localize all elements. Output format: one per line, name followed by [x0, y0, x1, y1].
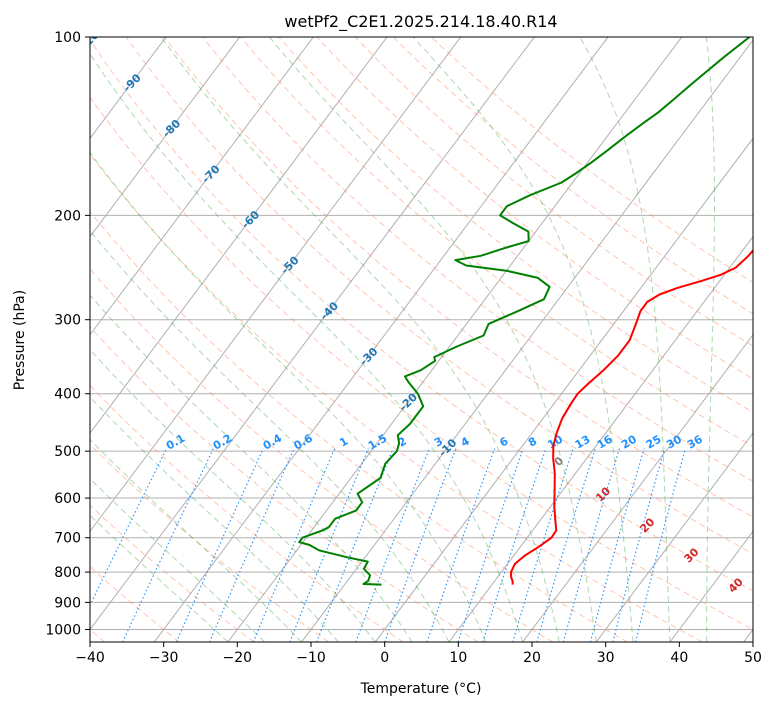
y-tick-label: 600: [54, 491, 81, 507]
x-tick-label: 10: [449, 650, 467, 666]
x-tick-label: −30: [149, 650, 179, 666]
y-tick-label: 400: [54, 387, 81, 403]
x-axis-label: Temperature (°C): [360, 681, 482, 697]
y-tick-label: 300: [54, 313, 81, 329]
x-tick-label: 30: [597, 650, 615, 666]
x-tick-label: −40: [75, 650, 105, 666]
y-tick-label: 100: [54, 30, 81, 46]
x-tick-label: −20: [223, 650, 253, 666]
x-tick-label: 0: [380, 650, 389, 666]
y-tick-label: 900: [54, 595, 81, 611]
y-tick-label: 700: [54, 531, 81, 547]
chart-title: wetPf2_C2E1.2025.214.18.40.R14: [284, 12, 557, 32]
x-tick-label: 50: [744, 650, 762, 666]
y-tick-label: 500: [54, 444, 81, 460]
y-tick-label: 200: [54, 208, 81, 224]
y-tick-label: 1000: [45, 623, 81, 639]
y-tick-label: 800: [54, 565, 81, 581]
x-tick-label: 20: [523, 650, 541, 666]
x-tick-label: 40: [670, 650, 688, 666]
y-axis-label: Pressure (hPa): [12, 290, 28, 390]
x-tick-label: −10: [296, 650, 326, 666]
